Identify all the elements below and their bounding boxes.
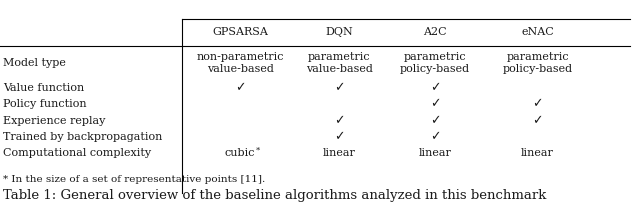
Text: GPSARSA: GPSARSA bbox=[212, 27, 268, 37]
Text: Policy function: Policy function bbox=[3, 99, 87, 109]
Text: parametric
policy-based: parametric policy-based bbox=[502, 52, 573, 74]
Text: * In the size of a set of representative points [11].: * In the size of a set of representative… bbox=[3, 175, 266, 184]
Text: linear: linear bbox=[521, 149, 554, 158]
Text: DQN: DQN bbox=[325, 27, 353, 37]
Text: ✓: ✓ bbox=[334, 130, 344, 144]
Text: ✓: ✓ bbox=[235, 81, 245, 94]
Text: Computational complexity: Computational complexity bbox=[3, 149, 151, 158]
Text: ✓: ✓ bbox=[430, 81, 440, 94]
Text: *: * bbox=[256, 146, 260, 154]
Text: Table 1: General overview of the baseline algorithms analyzed in this benchmark: Table 1: General overview of the baselin… bbox=[3, 189, 547, 202]
Text: Experience replay: Experience replay bbox=[3, 116, 106, 125]
Text: cubic: cubic bbox=[225, 149, 255, 158]
Text: ✓: ✓ bbox=[334, 114, 344, 127]
Text: parametric
policy-based: parametric policy-based bbox=[400, 52, 470, 74]
Text: ✓: ✓ bbox=[430, 114, 440, 127]
Text: Trained by backpropagation: Trained by backpropagation bbox=[3, 132, 163, 142]
Text: parametric
value-based: parametric value-based bbox=[306, 52, 372, 74]
Text: Model type: Model type bbox=[3, 58, 66, 68]
Text: ✓: ✓ bbox=[430, 130, 440, 144]
Text: eNAC: eNAC bbox=[521, 27, 554, 37]
Text: linear: linear bbox=[419, 149, 452, 158]
Text: ✓: ✓ bbox=[334, 81, 344, 94]
Text: linear: linear bbox=[323, 149, 356, 158]
Text: A2C: A2C bbox=[424, 27, 447, 37]
Text: ✓: ✓ bbox=[532, 97, 543, 111]
Text: Value function: Value function bbox=[3, 83, 84, 92]
Text: ✓: ✓ bbox=[430, 97, 440, 111]
Text: non-parametric
value-based: non-parametric value-based bbox=[196, 52, 284, 74]
Text: ✓: ✓ bbox=[532, 114, 543, 127]
